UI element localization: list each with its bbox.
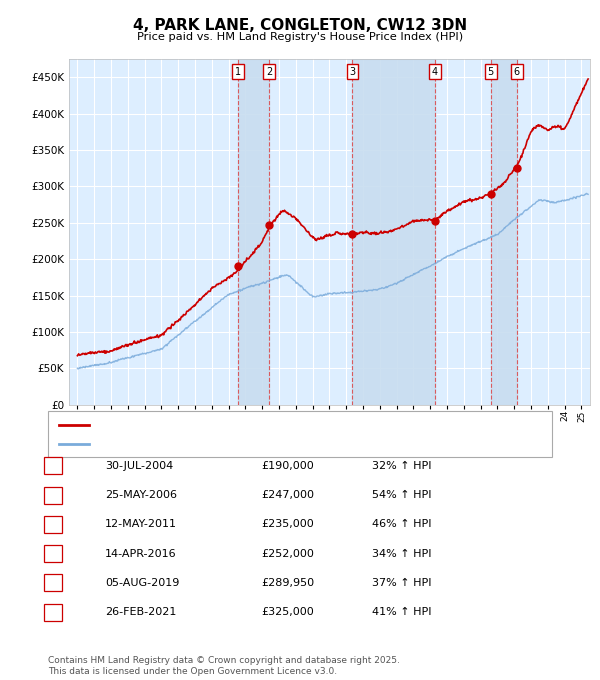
Text: £235,000: £235,000 [261, 520, 314, 529]
Text: 2: 2 [49, 490, 56, 500]
Text: £247,000: £247,000 [261, 490, 314, 500]
Text: 34% ↑ HPI: 34% ↑ HPI [372, 549, 431, 558]
Text: 6: 6 [514, 67, 520, 77]
Text: HPI: Average price, semi-detached house, Cheshire East: HPI: Average price, semi-detached house,… [95, 439, 388, 449]
Text: 1: 1 [235, 67, 241, 77]
Text: 3: 3 [49, 520, 56, 529]
Text: 4: 4 [432, 67, 438, 77]
Text: 6: 6 [49, 607, 56, 617]
Text: 4, PARK LANE, CONGLETON, CW12 3DN (semi-detached house): 4, PARK LANE, CONGLETON, CW12 3DN (semi-… [95, 420, 425, 430]
Text: 25-MAY-2006: 25-MAY-2006 [105, 490, 177, 500]
Text: This data is licensed under the Open Government Licence v3.0.: This data is licensed under the Open Gov… [48, 667, 337, 676]
Text: £252,000: £252,000 [261, 549, 314, 558]
Text: 54% ↑ HPI: 54% ↑ HPI [372, 490, 431, 500]
Text: 26-FEB-2021: 26-FEB-2021 [105, 607, 176, 617]
Bar [352, 59, 435, 405]
Text: 1: 1 [49, 461, 56, 471]
Text: 2: 2 [266, 67, 272, 77]
Text: £289,950: £289,950 [261, 578, 314, 588]
Text: 3: 3 [349, 67, 355, 77]
Text: 05-AUG-2019: 05-AUG-2019 [105, 578, 179, 588]
Text: 4: 4 [49, 549, 56, 558]
Text: 46% ↑ HPI: 46% ↑ HPI [372, 520, 431, 529]
Text: Price paid vs. HM Land Registry's House Price Index (HPI): Price paid vs. HM Land Registry's House … [137, 32, 463, 42]
Text: 30-JUL-2004: 30-JUL-2004 [105, 461, 173, 471]
Text: 37% ↑ HPI: 37% ↑ HPI [372, 578, 431, 588]
Text: 32% ↑ HPI: 32% ↑ HPI [372, 461, 431, 471]
Text: Contains HM Land Registry data © Crown copyright and database right 2025.: Contains HM Land Registry data © Crown c… [48, 656, 400, 665]
Text: 5: 5 [49, 578, 56, 588]
Text: 5: 5 [488, 67, 494, 77]
Text: £190,000: £190,000 [261, 461, 314, 471]
Text: 4, PARK LANE, CONGLETON, CW12 3DN: 4, PARK LANE, CONGLETON, CW12 3DN [133, 18, 467, 33]
Bar [238, 59, 269, 405]
Bar [491, 59, 517, 405]
Text: 41% ↑ HPI: 41% ↑ HPI [372, 607, 431, 617]
Text: 12-MAY-2011: 12-MAY-2011 [105, 520, 177, 529]
Text: £325,000: £325,000 [261, 607, 314, 617]
Text: 14-APR-2016: 14-APR-2016 [105, 549, 176, 558]
